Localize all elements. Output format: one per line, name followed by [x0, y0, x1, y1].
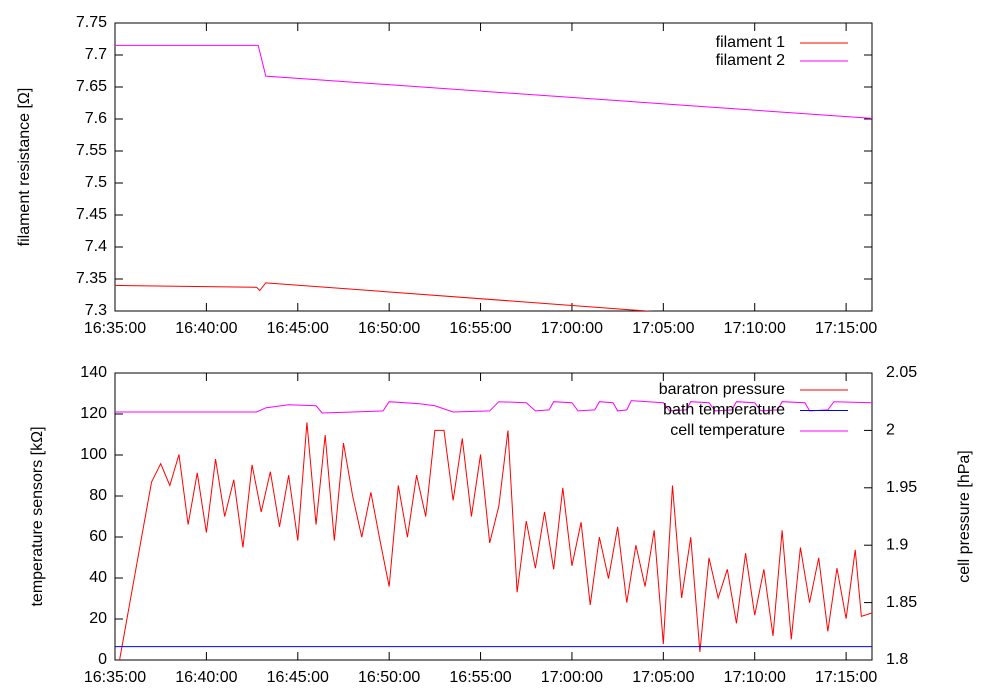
- y-tick-label: 140: [80, 364, 107, 381]
- series-line: [115, 400, 872, 414]
- x-tick-label: 17:05:00: [632, 669, 694, 686]
- plot-frame: [114, 22, 873, 312]
- x-tick-label: 17:05:00: [632, 320, 694, 337]
- y-tick-label: 7.55: [76, 142, 107, 159]
- y-axis-label: temperature sensors [kΩ]: [29, 426, 46, 606]
- x-tick-label: 17:10:00: [724, 669, 786, 686]
- y2-tick-label: 2.05: [886, 364, 917, 381]
- x-tick-label: 16:45:00: [267, 669, 329, 686]
- x-tick-label: 16:45:00: [267, 320, 329, 337]
- legend-label: bath temperature: [663, 402, 785, 419]
- y-tick-label: 100: [80, 446, 107, 463]
- y-tick-label: 40: [89, 569, 107, 586]
- legend-label: baratron pressure: [659, 381, 785, 398]
- x-tick-label: 16:40:00: [175, 669, 237, 686]
- legend-label: filament 1: [716, 34, 785, 51]
- x-tick-label: 16:50:00: [358, 320, 420, 337]
- y-tick-label: 7.75: [76, 14, 107, 31]
- y-tick-label: 7.3: [85, 302, 107, 319]
- x-tick-label: 17:10:00: [724, 320, 786, 337]
- x-tick-label: 16:50:00: [358, 669, 420, 686]
- y-tick-label: 7.45: [76, 206, 107, 223]
- y2-tick-label: 1.95: [886, 479, 917, 496]
- y-tick-label: 0: [98, 651, 107, 668]
- series-line: [119, 422, 872, 660]
- x-tick-label: 17:15:00: [815, 320, 877, 337]
- x-tick-label: 16:55:00: [449, 320, 511, 337]
- y-tick-label: 7.35: [76, 270, 107, 287]
- x-tick-label: 16:40:00: [175, 320, 237, 337]
- y-tick-label: 7.4: [85, 238, 107, 255]
- x-tick-label: 16:35:00: [84, 320, 146, 337]
- plot-area: [115, 400, 872, 660]
- y2-tick-label: 1.85: [886, 594, 917, 611]
- series-line: [115, 44, 872, 119]
- x-tick-label: 16:35:00: [84, 669, 146, 686]
- x-tick-label: 17:00:00: [541, 320, 603, 337]
- y-tick-label: 120: [80, 405, 107, 422]
- y-tick-label: 7.5: [85, 174, 107, 191]
- x-tick-label: 17:15:00: [815, 669, 877, 686]
- series-line: [115, 282, 654, 311]
- legend-label: cell temperature: [670, 422, 785, 439]
- x-tick-label: 17:00:00: [541, 669, 603, 686]
- x-tick-label: 16:55:00: [449, 669, 511, 686]
- y-tick-label: 7.65: [76, 78, 107, 95]
- y-tick-label: 7.6: [85, 110, 107, 127]
- plot-area: [115, 44, 872, 311]
- y-tick-label: 80: [89, 487, 107, 504]
- y2-tick-label: 2: [886, 422, 895, 439]
- y-tick-label: 7.7: [85, 46, 107, 63]
- y2-tick-label: 1.9: [886, 536, 908, 553]
- y-axis-label: filament resistance [Ω]: [16, 88, 33, 247]
- plot-frame: [114, 372, 873, 661]
- y-tick-label: 60: [89, 528, 107, 545]
- y-tick-label: 20: [89, 610, 107, 627]
- y2-tick-label: 1.8: [886, 651, 908, 668]
- y2-axis-label: cell pressure [hPa]: [956, 450, 973, 583]
- legend-label: filament 2: [716, 52, 785, 69]
